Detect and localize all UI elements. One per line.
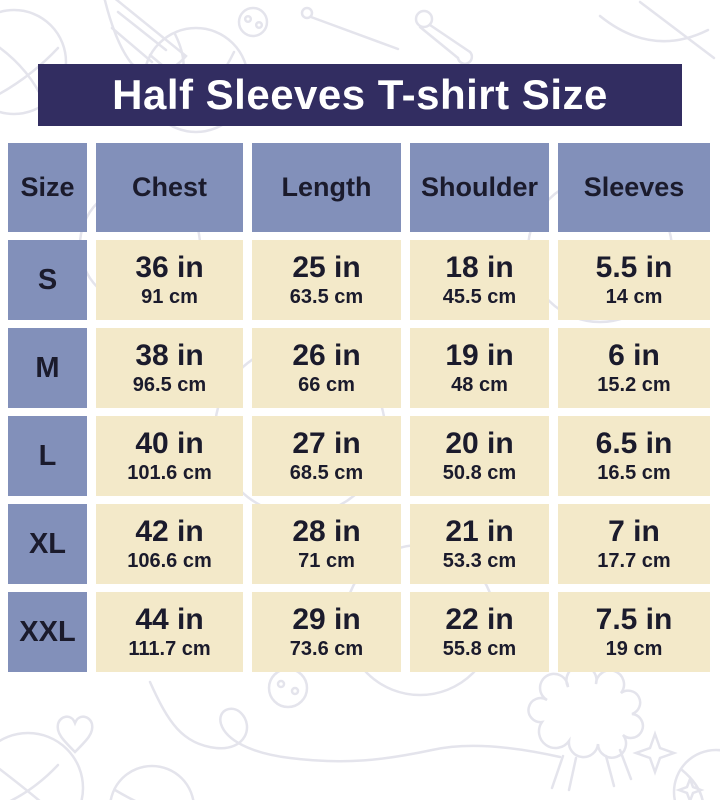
value-cm: 111.7 cm bbox=[128, 637, 211, 660]
value-cm: 16.5 cm bbox=[597, 461, 671, 484]
button-icon bbox=[267, 667, 309, 709]
value-inches: 6.5 in bbox=[595, 427, 673, 461]
data-cell-l-length: 27 in 68.5 cm bbox=[252, 416, 401, 496]
data-cell-xl-shoulder: 21 in 53.3 cm bbox=[410, 504, 549, 584]
header-cell-chest: Chest bbox=[96, 143, 243, 232]
value-inches: 18 in bbox=[445, 251, 514, 285]
data-cell-m-shoulder: 19 in 48 cm bbox=[410, 328, 549, 408]
data-cell-xl-chest: 42 in 106.6 cm bbox=[96, 504, 243, 584]
value-cm: 68.5 cm bbox=[289, 461, 364, 484]
value-inches: 5.5 in bbox=[595, 251, 673, 285]
size-table: Size Chest Length Shoulder Sleeves S 36 … bbox=[8, 143, 710, 672]
value-inches: 27 in bbox=[292, 427, 361, 461]
yarn-ball-icon bbox=[0, 731, 85, 800]
value-cm: 73.6 cm bbox=[289, 637, 364, 660]
value-cm: 14 cm bbox=[605, 285, 663, 308]
value-cm: 45.5 cm bbox=[442, 285, 517, 308]
data-cell-xl-length: 28 in 71 cm bbox=[252, 504, 401, 584]
yarn-ball-icon bbox=[672, 748, 720, 800]
thread-icon bbox=[598, 0, 716, 60]
thread-heart-icon bbox=[148, 680, 562, 763]
value-inches: 44 in bbox=[135, 603, 204, 637]
value-inches: 38 in bbox=[135, 339, 204, 373]
size-cell-xxl: XXL bbox=[8, 592, 87, 672]
data-cell-xxl-shoulder: 22 in 55.8 cm bbox=[410, 592, 549, 672]
data-cell-l-chest: 40 in 101.6 cm bbox=[96, 416, 243, 496]
size-cell-m: M bbox=[8, 328, 87, 408]
value-cm: 96.5 cm bbox=[132, 373, 207, 396]
header-cell-sleeves: Sleeves bbox=[558, 143, 710, 232]
value-cm: 48 cm bbox=[451, 373, 508, 396]
value-cm: 17.7 cm bbox=[597, 549, 671, 572]
page-title: Half Sleeves T-shirt Size bbox=[112, 71, 608, 118]
data-cell-s-length: 25 in 63.5 cm bbox=[252, 240, 401, 320]
value-inches: 7 in bbox=[608, 515, 660, 549]
size-cell-xl: XL bbox=[8, 504, 87, 584]
value-inches: 42 in bbox=[135, 515, 204, 549]
value-cm: 63.5 cm bbox=[289, 285, 364, 308]
value-inches: 40 in bbox=[135, 427, 204, 461]
header-cell-length: Length bbox=[252, 143, 401, 232]
safety-pin-icon bbox=[414, 9, 474, 65]
value-cm: 101.6 cm bbox=[127, 461, 212, 484]
data-cell-m-sleeves: 6 in 15.2 cm bbox=[558, 328, 710, 408]
header-cell-size: Size bbox=[8, 143, 87, 232]
pin-icon bbox=[300, 6, 400, 51]
value-inches: 28 in bbox=[292, 515, 361, 549]
data-cell-xxl-sleeves: 7.5 in 19 cm bbox=[558, 592, 710, 672]
value-cm: 53.3 cm bbox=[442, 549, 517, 572]
header-cell-shoulder: Shoulder bbox=[410, 143, 549, 232]
data-cell-l-sleeves: 6.5 in 16.5 cm bbox=[558, 416, 710, 496]
value-cm: 19 cm bbox=[605, 637, 663, 660]
size-cell-l: L bbox=[8, 416, 87, 496]
sparkle-icon bbox=[632, 730, 705, 800]
value-inches: 20 in bbox=[445, 427, 514, 461]
value-inches: 26 in bbox=[292, 339, 361, 373]
data-cell-m-length: 26 in 66 cm bbox=[252, 328, 401, 408]
data-cell-s-chest: 36 in 91 cm bbox=[96, 240, 243, 320]
data-cell-l-shoulder: 20 in 50.8 cm bbox=[410, 416, 549, 496]
value-inches: 25 in bbox=[292, 251, 361, 285]
button-icon bbox=[237, 6, 269, 38]
data-cell-xl-sleeves: 7 in 17.7 cm bbox=[558, 504, 710, 584]
value-inches: 7.5 in bbox=[595, 603, 673, 637]
value-inches: 21 in bbox=[445, 515, 514, 549]
value-cm: 66 cm bbox=[298, 373, 355, 396]
title-banner: Half Sleeves T-shirt Size bbox=[38, 64, 682, 126]
heart-icon bbox=[56, 715, 94, 754]
value-cm: 50.8 cm bbox=[442, 461, 517, 484]
data-cell-s-shoulder: 18 in 45.5 cm bbox=[410, 240, 549, 320]
data-cell-m-chest: 38 in 96.5 cm bbox=[96, 328, 243, 408]
value-cm: 91 cm bbox=[141, 285, 198, 308]
yarn-cone-icon bbox=[103, 0, 188, 74]
yarn-ball-icon bbox=[109, 764, 195, 800]
data-cell-xxl-length: 29 in 73.6 cm bbox=[252, 592, 401, 672]
value-inches: 36 in bbox=[135, 251, 204, 285]
data-cell-xxl-chest: 44 in 111.7 cm bbox=[96, 592, 243, 672]
size-cell-s: S bbox=[8, 240, 87, 320]
value-inches: 22 in bbox=[445, 603, 514, 637]
value-inches: 29 in bbox=[292, 603, 361, 637]
value-cm: 71 cm bbox=[298, 549, 355, 572]
value-cm: 55.8 cm bbox=[442, 637, 517, 660]
data-cell-s-sleeves: 5.5 in 14 cm bbox=[558, 240, 710, 320]
value-cm: 106.6 cm bbox=[127, 549, 212, 572]
value-inches: 6 in bbox=[608, 339, 660, 373]
value-inches: 19 in bbox=[445, 339, 514, 373]
value-cm: 15.2 cm bbox=[597, 373, 671, 396]
sheep-icon bbox=[527, 664, 645, 792]
